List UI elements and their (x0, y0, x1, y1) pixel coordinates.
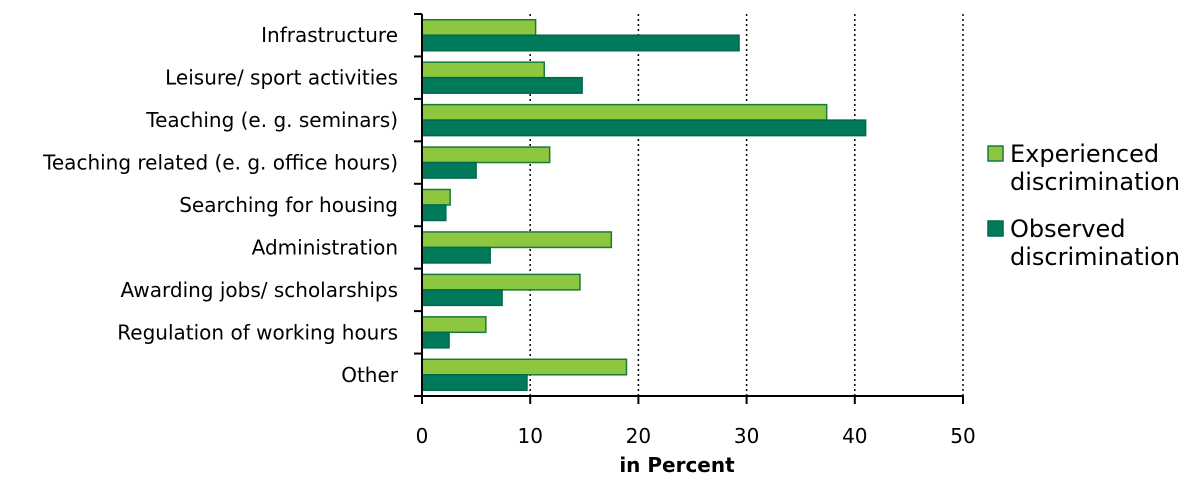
category-label: Regulation of working hours (117, 320, 398, 344)
bar-observed-8 (421, 374, 528, 392)
category-label: Infrastructure (261, 23, 398, 47)
bar-experienced-1 (421, 61, 546, 79)
bar-experienced-8 (421, 358, 628, 376)
bar-experienced-5 (421, 231, 613, 249)
bars (421, 18, 867, 392)
bar-observed-3 (421, 161, 477, 179)
bar-experienced-3 (421, 146, 551, 164)
bar-experienced-6 (421, 273, 581, 291)
category-label: Administration (252, 235, 398, 259)
bar-observed-6 (421, 289, 503, 307)
x-tick-label: 30 (734, 424, 759, 448)
category-label: Searching for housing (179, 193, 398, 217)
x-tick-label: 20 (626, 424, 651, 448)
category-label: Other (341, 363, 399, 387)
grid-lines (529, 14, 964, 396)
bar-experienced-2 (421, 103, 828, 121)
legend-label: discrimination (1010, 168, 1180, 196)
x-tick-label: 0 (416, 424, 429, 448)
bar-experienced-7 (421, 316, 487, 334)
legend-label: Experienced (1010, 140, 1159, 168)
category-label: Leisure/ sport activities (165, 66, 398, 90)
x-tick-label: 10 (517, 424, 542, 448)
bar-observed-0 (421, 34, 740, 52)
legend-swatch-observed (987, 220, 1004, 237)
legend: ExperienceddiscriminationObserveddiscrim… (987, 140, 1180, 271)
bar-observed-5 (421, 246, 491, 264)
x-tick-label: 40 (842, 424, 867, 448)
x-tick-label: 50 (950, 424, 975, 448)
category-label: Teaching related (e. g. office hours) (42, 151, 398, 175)
bar-experienced-4 (421, 188, 451, 206)
legend-label: discrimination (1010, 243, 1180, 271)
category-label: Teaching (e. g. seminars) (145, 108, 398, 132)
bar-observed-4 (421, 204, 447, 222)
legend-label: Observed (1010, 215, 1125, 243)
legend-swatch-experienced (987, 145, 1004, 162)
bar-observed-1 (421, 76, 583, 94)
bar-experienced-0 (421, 18, 537, 36)
x-axis-title: in Percent (619, 453, 735, 477)
axes (414, 13, 964, 404)
bar-observed-2 (421, 119, 867, 137)
labels: Infrastructure Leisure/ sport activities T… (42, 23, 976, 448)
category-label: Awarding jobs/ scholarships (121, 278, 398, 302)
bar-observed-7 (421, 331, 450, 349)
